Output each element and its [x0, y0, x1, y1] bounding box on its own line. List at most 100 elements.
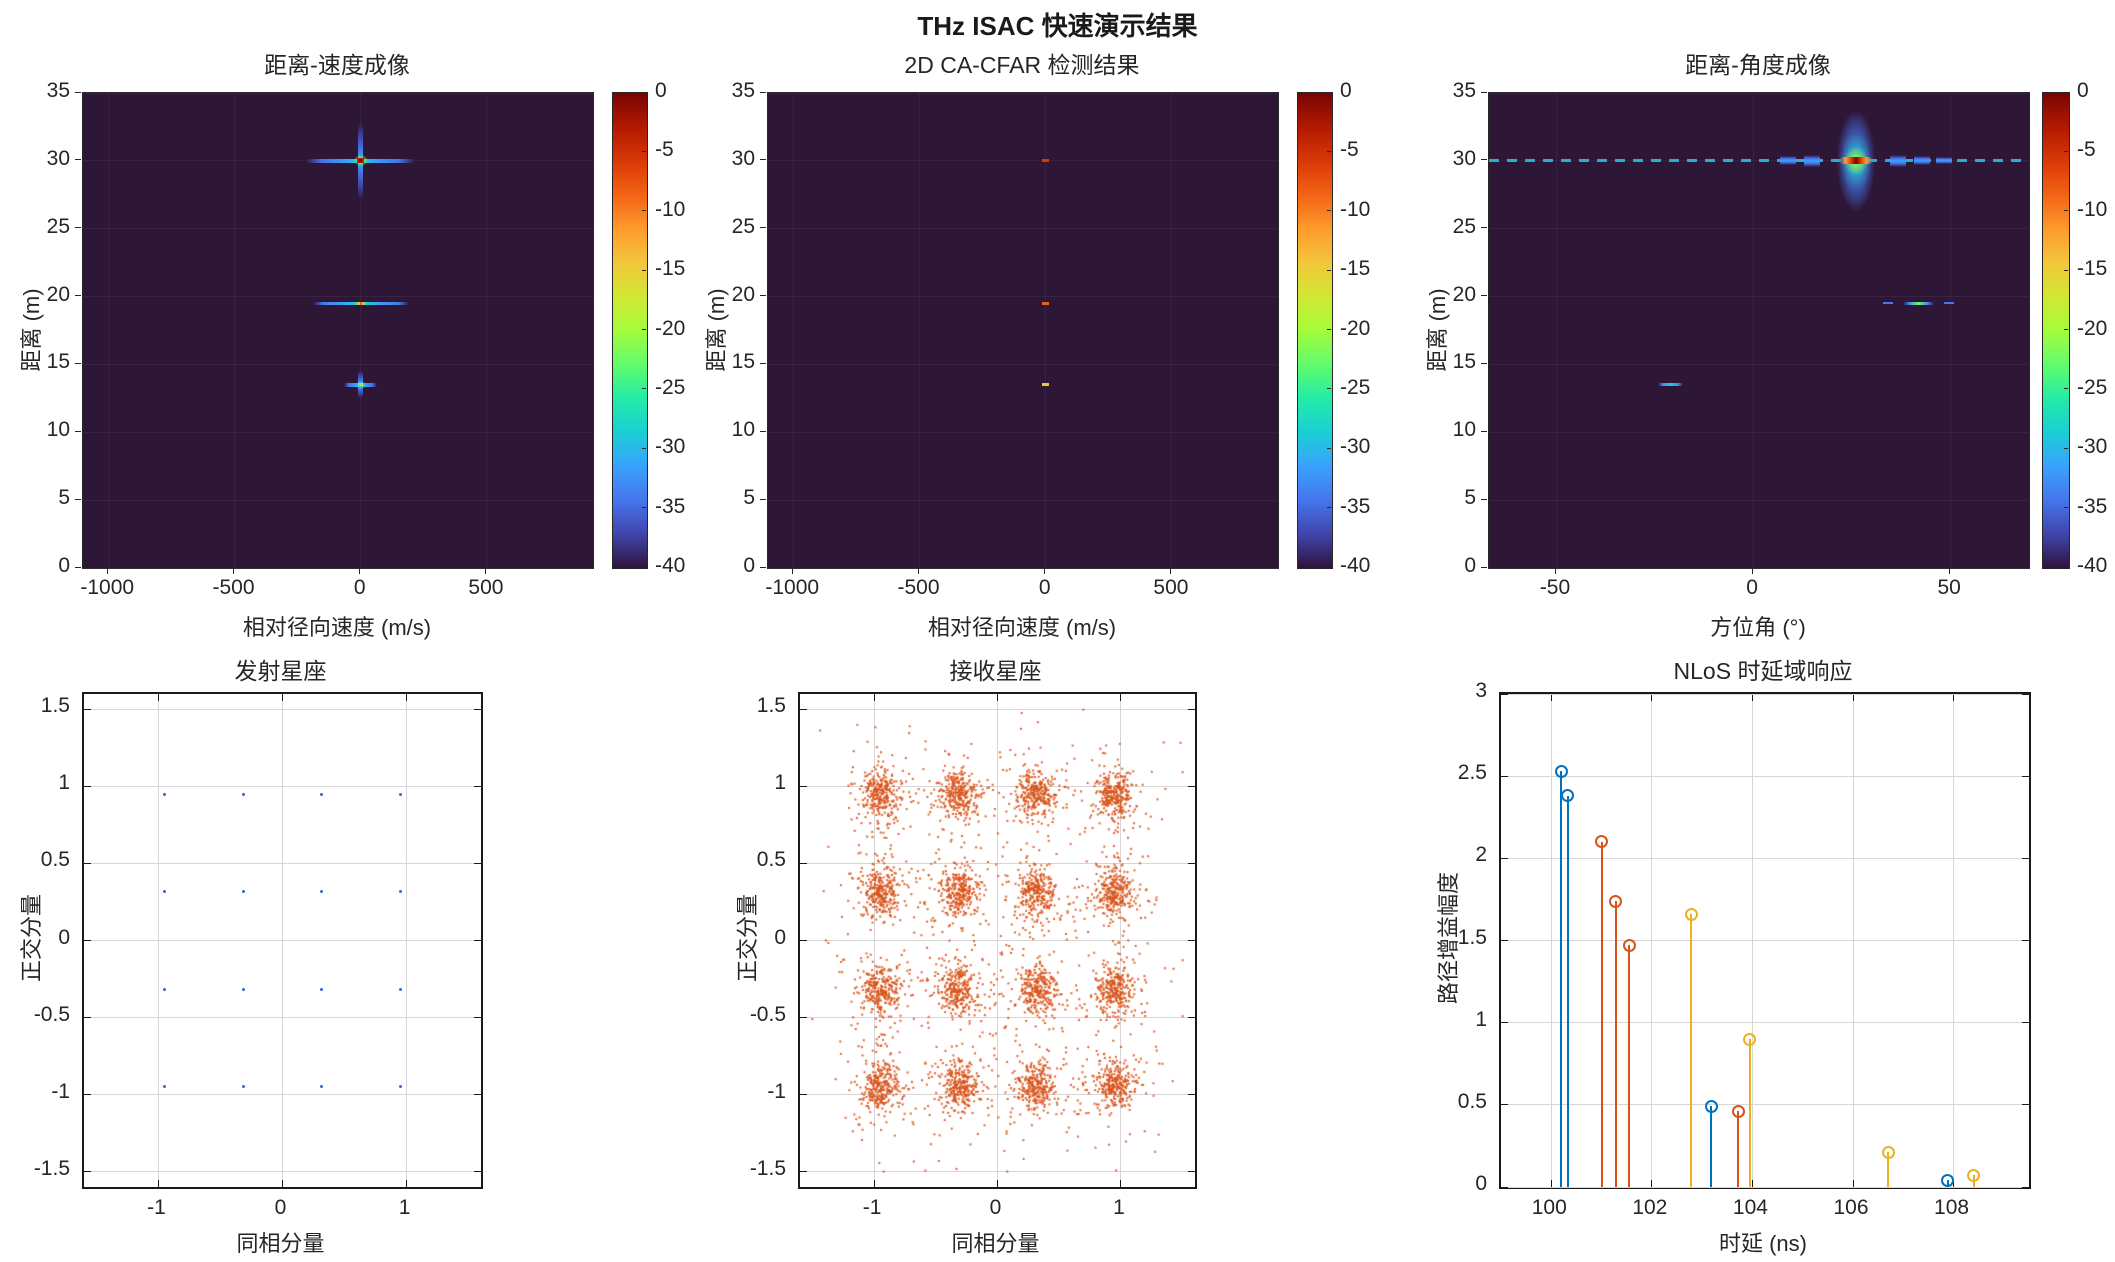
y-tick-label: 25: [731, 214, 755, 238]
target-peak-core: [357, 158, 365, 164]
y-tick-label: -1.5: [33, 1156, 70, 1180]
stem-marker: [1561, 789, 1575, 803]
colorbar-tick-label: -40: [1340, 554, 1371, 577]
tick-mark-y: [2022, 693, 2029, 695]
gridline-y: [84, 940, 481, 941]
gridline-x: [1555, 93, 1557, 568]
angle-dash: [1902, 301, 1935, 305]
constellation-point: [320, 1085, 324, 1089]
target-cross-horizontal: [306, 158, 415, 163]
gridline-x: [1752, 93, 1754, 568]
stem-marker: [1731, 1104, 1745, 1118]
colorbar-tick-label: -25: [1340, 375, 1371, 399]
tick-mark-y: [760, 295, 766, 297]
tick-mark-y: [2022, 1104, 2029, 1106]
y-tick-label: 10: [46, 418, 70, 442]
tick-mark-y: [1481, 430, 1487, 432]
gridline-x: [1852, 694, 1854, 1187]
blob-halo: [1836, 110, 1875, 211]
x-tick-label: 1: [1113, 1196, 1125, 1219]
tick-mark-y: [1501, 693, 1508, 695]
tick-mark-y: [760, 159, 766, 161]
gridline-y: [1489, 499, 2029, 501]
gridline-y: [768, 431, 1278, 433]
colorbar-tick-label: -20: [2077, 316, 2108, 340]
gridline-y: [1501, 775, 2029, 777]
tick-mark-y: [1481, 362, 1487, 364]
y-tick-label: 0: [1475, 1172, 1487, 1195]
blob-core-line: [1839, 157, 1872, 165]
y-tick-label: 0.5: [40, 848, 70, 872]
x-tick-label: 104: [1732, 1196, 1768, 1219]
x-tick-label: 0: [1038, 576, 1051, 599]
colorbar-tick-label: -35: [2077, 494, 2108, 518]
tick-mark-x: [282, 1180, 283, 1187]
tick-mark-y: [2022, 1022, 2029, 1024]
tick-mark-y: [2022, 1186, 2029, 1188]
tick-mark-x: [1651, 694, 1653, 701]
axes-cfar: [767, 92, 1279, 569]
y-tick-label: 0: [1464, 554, 1476, 577]
stem-line: [1737, 1111, 1740, 1187]
tick-mark-x: [1852, 694, 1854, 701]
gridline-y: [1501, 857, 2029, 859]
stem-marker: [1743, 1032, 1757, 1046]
stem-line: [1748, 1039, 1751, 1187]
gridline-y: [83, 160, 593, 162]
constellation-point: [163, 1085, 167, 1089]
constellation-point: [320, 890, 324, 894]
colorbar-tick-label: -5: [2077, 138, 2096, 162]
tick-mark-x: [1953, 694, 1955, 701]
y-tick-label: 1.5: [1457, 925, 1487, 949]
colorbar-tick-label: -10: [1340, 197, 1371, 221]
tick-mark-y: [1481, 566, 1487, 568]
y-tick-label: 35: [1452, 79, 1476, 102]
y-tick-label: 20: [731, 282, 755, 306]
target-line: [312, 301, 409, 305]
tick-mark-y: [760, 498, 766, 500]
tick-mark-y: [1501, 1186, 1508, 1188]
y-tick-label: 15: [731, 350, 755, 374]
y-tick-label: 1: [774, 771, 786, 795]
constellation-point: [320, 987, 324, 991]
gridline-y: [83, 296, 593, 298]
colorbar-tick-label: 0: [2077, 79, 2089, 102]
colorbar-range-velocity: [612, 92, 648, 569]
blob-side-patch: [1779, 156, 1796, 166]
gridline-y: [768, 160, 1278, 162]
tick-mark-x: [1852, 1180, 1854, 1187]
colorbar-tick-label: -5: [655, 138, 674, 162]
y-tick-label: 2: [1475, 843, 1487, 867]
gridline-y: [1489, 431, 2029, 433]
constellation-point: [163, 792, 167, 796]
target-cross-horizontal: [344, 382, 378, 387]
target-peak-center: [359, 159, 363, 163]
target-peak-core: [358, 383, 363, 387]
constellation-point: [163, 890, 167, 894]
target-peak-glow: [353, 155, 368, 167]
tick-mark-y: [84, 1171, 91, 1173]
y-tick-label: 30: [46, 146, 70, 170]
tick-mark-y: [84, 862, 91, 864]
plot-title-range-angle: 距离-角度成像: [1685, 52, 1831, 78]
blob-side-patch: [1803, 154, 1820, 167]
colorbar-tick-label: 0: [655, 79, 667, 102]
xlabel-range-velocity: 相对径向速度 (m/s): [242, 615, 432, 640]
gridline-y: [83, 363, 593, 365]
y-tick-label: 20: [46, 282, 70, 306]
tick-mark-y: [84, 1094, 91, 1096]
gridline-y: [83, 499, 593, 501]
colorbar-tick-label: -40: [2077, 554, 2108, 577]
gridline-y: [768, 499, 1278, 501]
gridline-x: [1651, 694, 1653, 1187]
xlabel-rx-constellation: 同相分量: [951, 1231, 1040, 1256]
y-tick-label: 25: [46, 214, 70, 238]
y-tick-label: 5: [743, 486, 755, 510]
tick-mark-x: [157, 1180, 159, 1187]
gridline-x: [1045, 93, 1047, 568]
colorbar-tick-label: -10: [655, 197, 686, 221]
tick-mark-y: [474, 708, 481, 710]
tick-mark-y: [75, 566, 81, 568]
angle-dash: [1657, 383, 1683, 387]
plot-title-nlos-response: NLoS 时延域响应: [1673, 658, 1853, 684]
